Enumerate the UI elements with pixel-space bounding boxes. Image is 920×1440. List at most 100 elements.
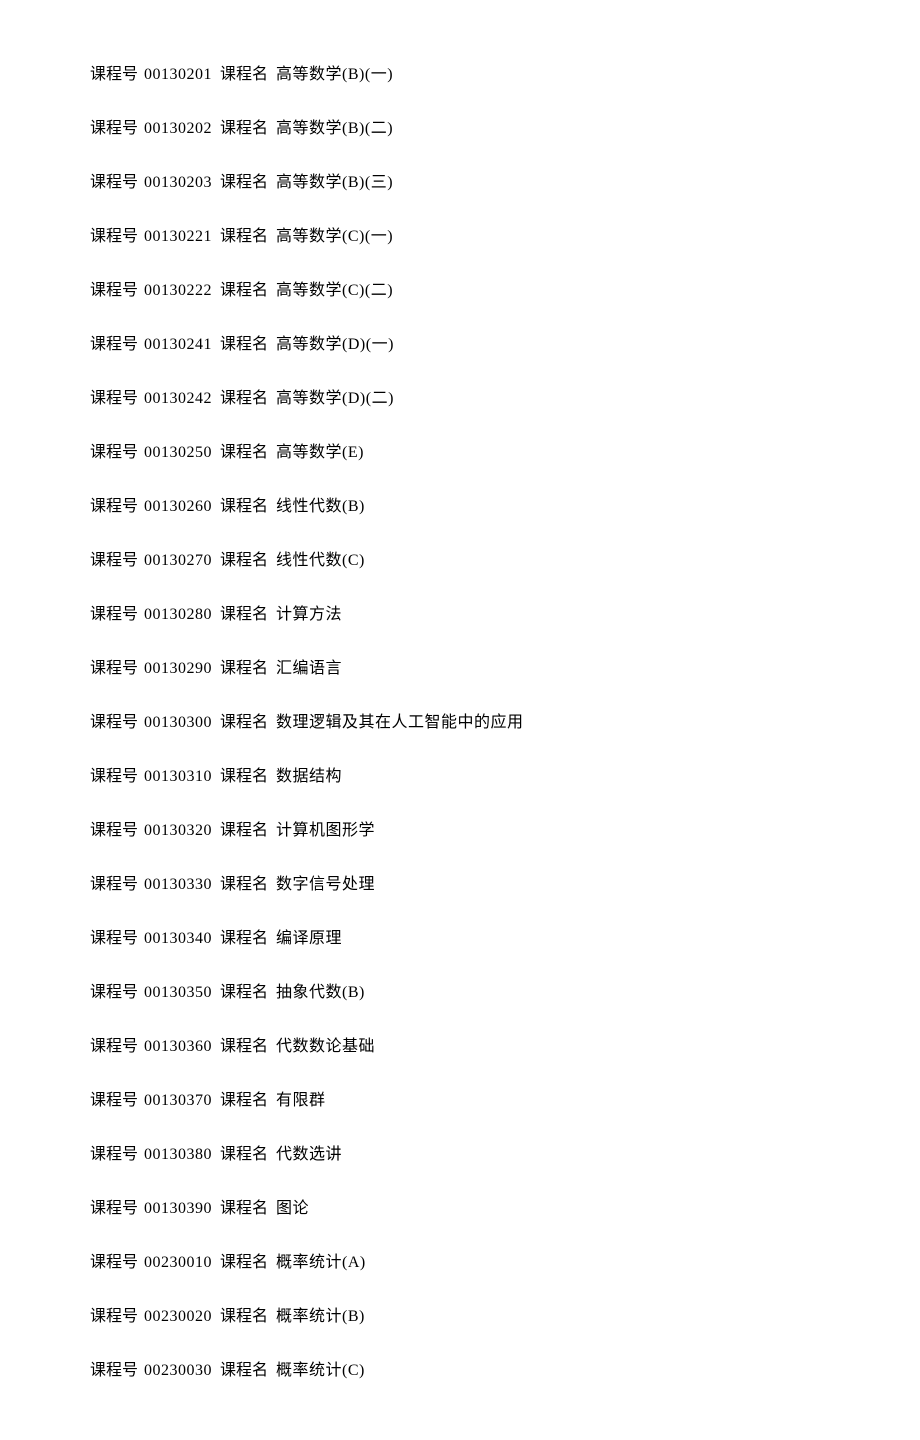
course-row: 课程号00130350课程名抽象代数(B)	[90, 978, 830, 1002]
course-code-value: 00130222	[144, 282, 212, 300]
course-name-label: 课程名	[220, 492, 268, 516]
course-code-value: 00130203	[144, 174, 212, 192]
course-name-value: 数字信号处理	[276, 870, 375, 894]
course-code-value: 00130201	[144, 66, 212, 84]
course-name-label: 课程名	[220, 654, 268, 678]
course-name-label: 课程名	[220, 1356, 268, 1380]
course-name-label: 课程名	[220, 222, 268, 246]
course-name-label: 课程名	[220, 1086, 268, 1110]
course-name-value: 计算机图形学	[276, 816, 375, 840]
course-code-label: 课程号	[90, 546, 138, 570]
course-row: 课程号 00130202 课程名高等数学(B)(二)	[90, 114, 830, 138]
course-name-value: 有限群	[276, 1086, 326, 1110]
course-name-label: 课程名	[220, 1248, 268, 1272]
course-code-value: 00130202	[144, 120, 212, 138]
course-code-label: 课程号	[90, 1194, 138, 1218]
course-code-label: 课程号	[90, 1140, 138, 1164]
course-name-value: 概率统计(C)	[276, 1356, 365, 1380]
course-row: 课程号00130241课程名高等数学(D)(一)	[90, 330, 830, 354]
course-row: 课程号00130250课程名高等数学(E)	[90, 438, 830, 462]
course-name-label: 课程名	[220, 816, 268, 840]
course-code-value: 00230010	[144, 1254, 212, 1272]
course-code-label: 课程号	[90, 600, 138, 624]
course-code-label: 课程号	[90, 384, 138, 408]
course-code-label: 课程号	[90, 1032, 138, 1056]
course-code-value: 00130260	[144, 498, 212, 516]
course-name-value: 抽象代数(B)	[276, 978, 365, 1002]
course-code-value: 00130270	[144, 552, 212, 570]
course-name-label: 课程名	[220, 708, 268, 732]
course-name-value: 概率统计(B)	[276, 1302, 365, 1326]
course-name-value: 高等数学(B)(二)	[276, 114, 393, 138]
course-name-label: 课程名	[220, 276, 268, 300]
course-code-value: 00130380	[144, 1146, 212, 1164]
course-row: 课程号 00230010 课程名概率统计(A)	[90, 1248, 830, 1272]
course-code-label: 课程号	[90, 816, 138, 840]
course-row: 课程号00130310课程名数据结构	[90, 762, 830, 786]
course-name-label: 课程名	[220, 1032, 268, 1056]
course-code-label: 课程号	[90, 1356, 138, 1380]
course-code-value: 00130330	[144, 876, 212, 894]
course-name-value: 高等数学(C)(一)	[276, 222, 393, 246]
course-name-value: 编译原理	[276, 924, 342, 948]
course-code-value: 00130340	[144, 930, 212, 948]
course-code-label: 课程号	[90, 1086, 138, 1110]
course-code-value: 00130290	[144, 660, 212, 678]
course-code-value: 00130221	[144, 228, 212, 246]
course-code-value: 00130390	[144, 1200, 212, 1218]
course-row: 课程号00130300课程名数理逻辑及其在人工智能中的应用	[90, 708, 830, 732]
course-row: 课程号 00130260 课程名线性代数(B)	[90, 492, 830, 516]
course-name-value: 代数选讲	[276, 1140, 342, 1164]
course-name-label: 课程名	[220, 114, 268, 138]
course-row: 课程号00130380课程名代数选讲	[90, 1140, 830, 1164]
course-code-value: 00130310	[144, 768, 212, 786]
course-row: 课程号 00230020 课程名概率统计(B)	[90, 1302, 830, 1326]
course-name-value: 图论	[276, 1194, 309, 1218]
course-code-value: 00130350	[144, 984, 212, 1002]
course-row: 课程号 00130242 课程名高等数学(D)(二)	[90, 384, 830, 408]
course-name-label: 课程名	[220, 870, 268, 894]
course-row: 课程号00130280课程名计算方法	[90, 600, 830, 624]
course-name-value: 线性代数(B)	[276, 492, 365, 516]
course-code-label: 课程号	[90, 924, 138, 948]
course-code-label: 课程号	[90, 708, 138, 732]
course-name-label: 课程名	[220, 1302, 268, 1326]
course-code-value: 00130241	[144, 336, 212, 354]
course-name-label: 课程名	[220, 546, 268, 570]
course-name-label: 课程名	[220, 762, 268, 786]
course-name-value: 数理逻辑及其在人工智能中的应用	[276, 708, 524, 732]
course-code-label: 课程号	[90, 978, 138, 1002]
course-name-label: 课程名	[220, 168, 268, 192]
course-code-label: 课程号	[90, 1248, 138, 1272]
course-code-value: 00130250	[144, 444, 212, 462]
course-name-label: 课程名	[220, 1194, 268, 1218]
course-code-label: 课程号	[90, 492, 138, 516]
course-row: 课程号00130340课程名编译原理	[90, 924, 830, 948]
course-name-value: 计算方法	[276, 600, 342, 624]
course-code-label: 课程号	[90, 654, 138, 678]
course-row: 课程号00130330课程名数字信号处理	[90, 870, 830, 894]
course-row: 课程号00230030课程名概率统计(C)	[90, 1356, 830, 1380]
course-code-value: 00130360	[144, 1038, 212, 1056]
course-code-label: 课程号	[90, 438, 138, 462]
course-row: 课程号00130221课程名高等数学(C)(一)	[90, 222, 830, 246]
course-row: 课程号 00130360 课程名代数数论基础	[90, 1032, 830, 1056]
course-code-value: 00130242	[144, 390, 212, 408]
course-code-label: 课程号	[90, 330, 138, 354]
course-name-value: 概率统计(A)	[276, 1248, 366, 1272]
course-name-label: 课程名	[220, 60, 268, 84]
course-code-value: 00230020	[144, 1308, 212, 1326]
course-name-value: 代数数论基础	[276, 1032, 375, 1056]
course-code-label: 课程号	[90, 1302, 138, 1326]
course-code-value: 00130320	[144, 822, 212, 840]
course-name-value: 高等数学(D)(二)	[276, 384, 394, 408]
course-row: 课程号00130270课程名线性代数(C)	[90, 546, 830, 570]
course-code-label: 课程号	[90, 276, 138, 300]
course-row: 课程号00130290课程名汇编语言	[90, 654, 830, 678]
course-name-label: 课程名	[220, 438, 268, 462]
course-code-label: 课程号	[90, 114, 138, 138]
course-name-value: 高等数学(C)(二)	[276, 276, 393, 300]
course-row: 课程号00130370课程名有限群	[90, 1086, 830, 1110]
course-name-label: 课程名	[220, 384, 268, 408]
course-code-label: 课程号	[90, 168, 138, 192]
